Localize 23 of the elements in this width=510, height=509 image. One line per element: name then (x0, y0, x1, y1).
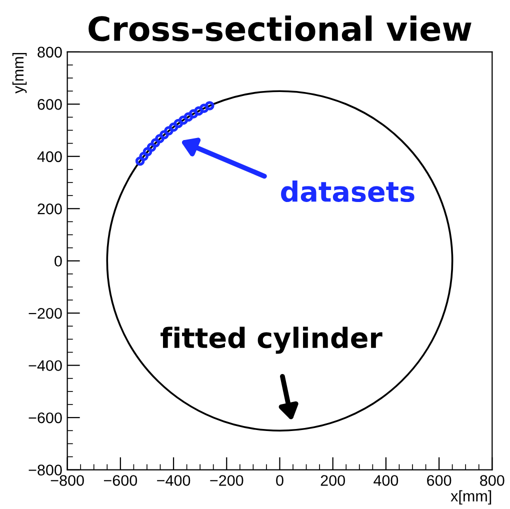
annotation: datasets (281, 180, 414, 202)
y-tick-label: −400 (28, 360, 62, 372)
x-tick-label: −800 (50, 475, 84, 486)
y-axis-title: y[mm] (12, 53, 27, 94)
x-tick-label: 800 (480, 475, 504, 486)
y-tick-label: −200 (28, 308, 62, 319)
y-tick-label: 0 (54, 256, 62, 267)
chart-title: Cross-sectional view (88, 15, 472, 42)
y-tick-label: 600 (38, 99, 62, 110)
y-tick-label: 400 (37, 151, 62, 162)
x-axis-title: x[mm] (450, 490, 492, 505)
y-tick-label: 200 (38, 203, 62, 214)
x-tick-label: 0 (276, 475, 284, 486)
x-tick-label: 400 (374, 475, 398, 486)
y-tick-label: −800 (28, 464, 62, 476)
y-tick-label: 800 (38, 46, 62, 58)
x-tick-label: −400 (157, 475, 190, 486)
x-tick-label: −200 (210, 475, 244, 486)
x-tick-label: 200 (320, 475, 345, 486)
y-tick-label: −600 (28, 412, 62, 424)
x-tick-label: −600 (104, 475, 138, 486)
annotation: fitted cylinder (160, 326, 382, 354)
x-tick-label: 600 (427, 475, 452, 486)
